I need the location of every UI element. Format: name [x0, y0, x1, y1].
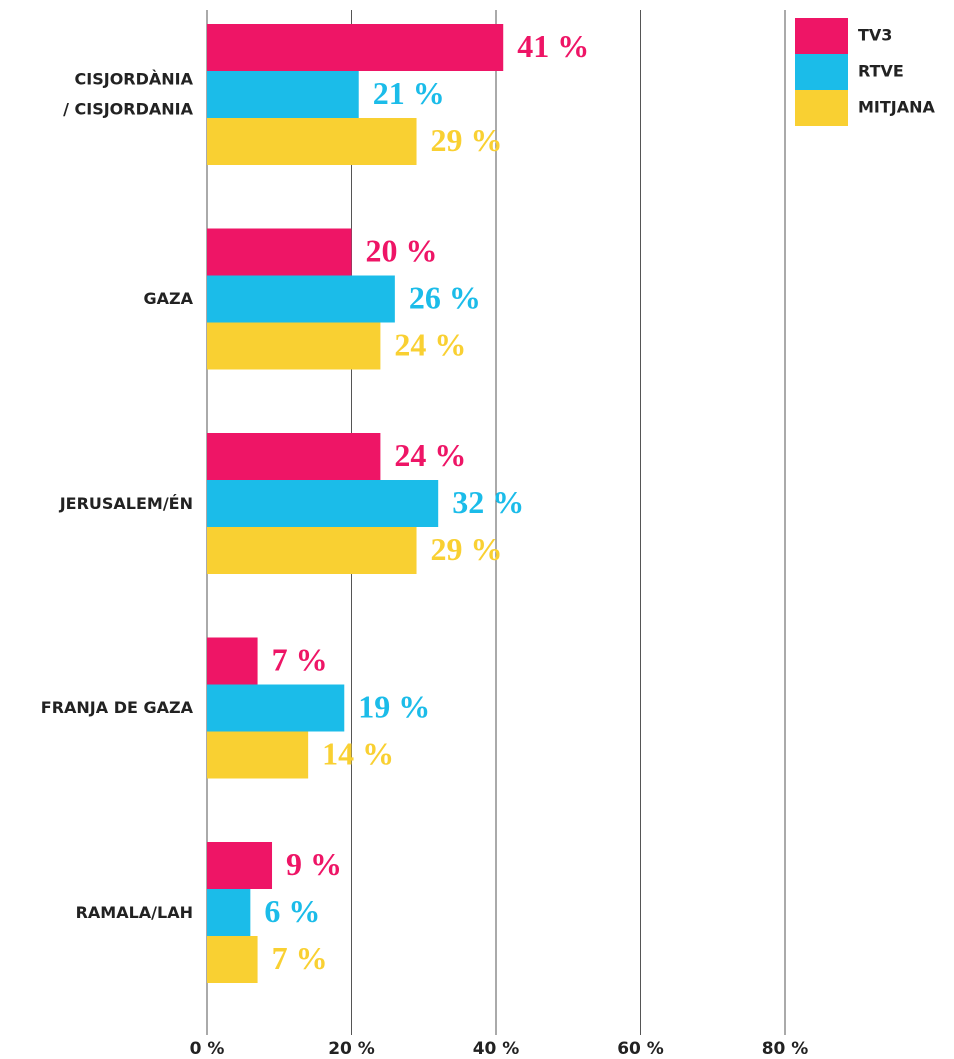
bar — [207, 637, 258, 685]
legend-swatch — [795, 54, 848, 90]
bar — [207, 433, 381, 480]
x-tick-label: 20 % — [328, 1039, 375, 1059]
legend-label: TV3 — [858, 26, 892, 45]
value-label: 24 % — [394, 326, 466, 362]
bar — [207, 684, 345, 732]
bar — [207, 527, 417, 574]
legend-swatch — [795, 90, 848, 126]
x-tick-label: 0 % — [190, 1039, 225, 1059]
value-label: 7 % — [272, 940, 328, 976]
value-label: 29 % — [431, 122, 503, 158]
value-label: 24 % — [394, 437, 466, 473]
bar — [207, 322, 381, 370]
value-label: 19 % — [358, 688, 430, 724]
value-label: 21 % — [373, 75, 445, 111]
bar — [207, 275, 395, 323]
value-label: 9 % — [286, 846, 342, 882]
category-label: FRANJA DE GAZA — [40, 697, 193, 717]
legend-label: MITJANA — [858, 98, 936, 117]
value-label: 32 % — [452, 484, 524, 520]
value-label: 7 % — [272, 641, 328, 677]
bar — [207, 71, 359, 118]
x-tick-label: 60 % — [617, 1039, 664, 1059]
bar — [207, 731, 309, 779]
category-label: JERUSALEM/ÉN — [59, 493, 193, 513]
bar — [207, 228, 352, 276]
category-label: GAZA — [143, 288, 194, 308]
category-label: RAMALA/LAH — [75, 902, 193, 922]
bar — [207, 889, 251, 936]
value-label: 29 % — [431, 531, 503, 567]
value-label: 41 % — [517, 28, 589, 64]
bar — [207, 118, 417, 165]
bar — [207, 936, 258, 983]
legend-label: RTVE — [858, 62, 904, 81]
x-tick-label: 40 % — [473, 1039, 520, 1059]
bar — [207, 480, 439, 527]
category-label: CISJORDÀNIA / CISJORDANIA — [63, 69, 193, 119]
bar — [207, 24, 504, 71]
bar — [207, 842, 273, 889]
value-label: 14 % — [322, 735, 394, 771]
value-label: 6 % — [264, 893, 320, 929]
value-label: 26 % — [409, 279, 481, 315]
value-label: 20 % — [366, 232, 438, 268]
x-tick-label: 80 % — [762, 1039, 809, 1059]
legend-swatch — [795, 18, 848, 54]
